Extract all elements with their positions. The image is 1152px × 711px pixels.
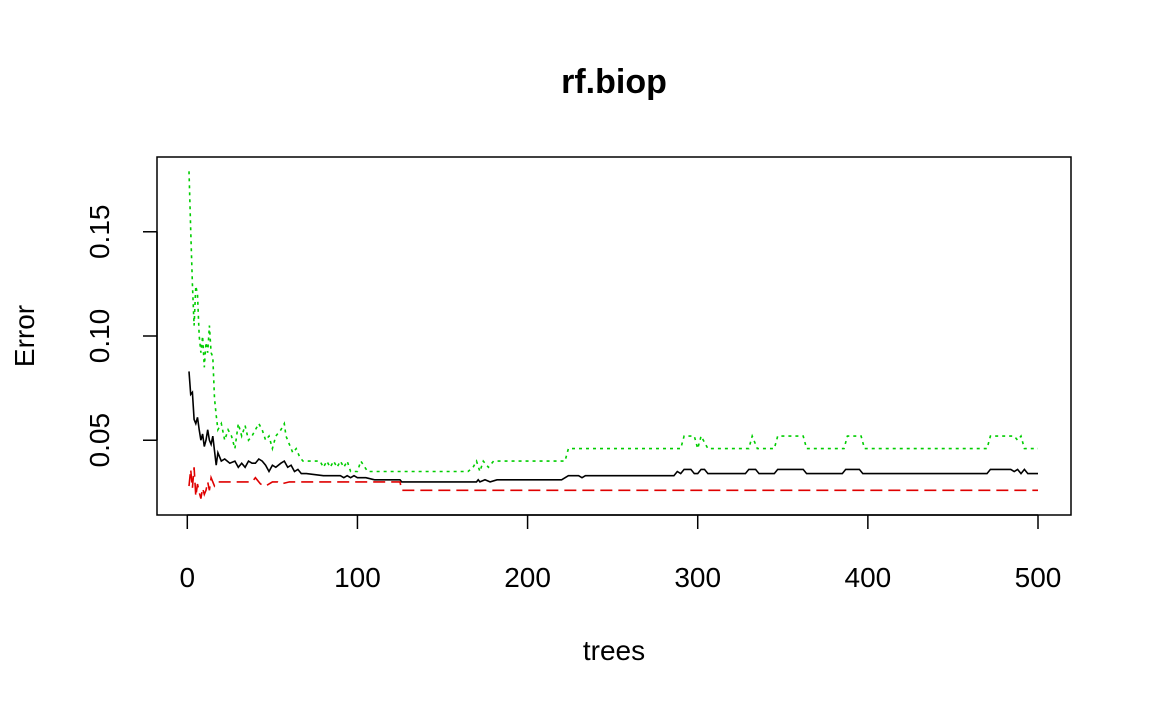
plot-frame <box>156 156 1072 516</box>
y-tick-label: 0.10 <box>84 309 115 364</box>
x-tick-label: 300 <box>674 562 721 593</box>
x-tick-label: 200 <box>504 562 551 593</box>
y-tick-label: 0.05 <box>84 413 115 468</box>
x-axis: 0 100 200 300 400 500 <box>180 514 1062 593</box>
series-line-benign <box>188 467 1038 499</box>
y-axis-title: Error <box>9 305 40 367</box>
series-layer <box>188 171 1038 499</box>
series-line-malignant <box>188 171 1038 475</box>
x-tick-label: 400 <box>845 562 892 593</box>
x-tick-label: 0 <box>180 562 196 593</box>
x-tick-label: 100 <box>334 562 381 593</box>
y-tick-label: 0.15 <box>84 205 115 260</box>
chart-title: rf.biop <box>561 63 667 101</box>
y-axis: 0.05 0.10 0.15 <box>84 205 158 468</box>
x-tick-label: 500 <box>1015 562 1062 593</box>
x-axis-title: trees <box>583 635 645 666</box>
series-line-oob <box>188 371 1038 483</box>
